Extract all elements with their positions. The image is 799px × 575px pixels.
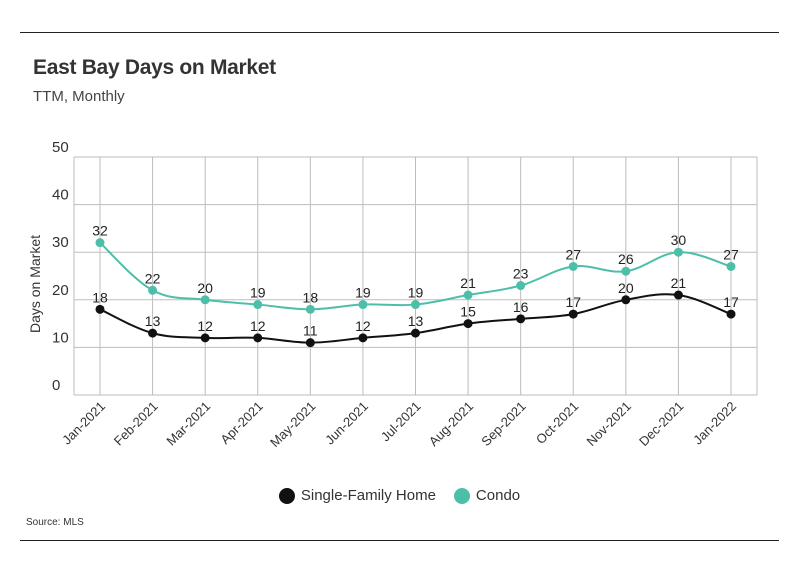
x-tick-label: Jan-2022	[690, 399, 739, 448]
x-tick-label: May-2021	[267, 399, 318, 450]
data-point-single-family[interactable]	[95, 304, 105, 314]
data-point-condo[interactable]	[253, 300, 263, 310]
series-group: 18 13 12 12 11 12 13 15 16 17 20 21 17 32 22 20 19 18 19 19…	[92, 223, 739, 348]
chart-subtitle: TTM, Monthly	[33, 88, 125, 105]
data-label-single-family: 17	[565, 294, 581, 310]
y-tick-label: 40	[52, 187, 69, 204]
data-point-condo[interactable]	[95, 238, 105, 248]
data-point-single-family[interactable]	[621, 295, 631, 305]
data-point-condo[interactable]	[200, 295, 210, 305]
data-label-single-family: 18	[92, 289, 108, 305]
data-label-condo: 19	[250, 285, 266, 301]
legend-item-condo[interactable]: Condo	[453, 487, 521, 504]
data-label-single-family: 15	[460, 304, 476, 320]
data-label-single-family: 13	[408, 313, 424, 329]
data-label-single-family: 21	[671, 275, 687, 291]
data-label-single-family: 11	[303, 323, 318, 339]
y-tick-label: 20	[52, 282, 69, 299]
data-point-single-family[interactable]	[673, 290, 683, 300]
data-point-single-family[interactable]	[516, 314, 526, 324]
data-label-condo: 26	[618, 251, 634, 267]
x-tick-label: Mar-2021	[163, 399, 213, 449]
y-tick-label: 10	[52, 329, 69, 346]
legend-marker-single-family	[278, 487, 295, 504]
data-point-single-family[interactable]	[726, 309, 736, 319]
y-tick-label: 50	[52, 139, 69, 156]
legend-item-single-family[interactable]: Single-Family Home	[278, 487, 436, 504]
data-label-condo: 20	[197, 280, 213, 296]
data-label-single-family: 17	[723, 294, 739, 310]
data-point-single-family[interactable]	[568, 309, 578, 319]
data-label-condo: 23	[513, 266, 529, 282]
data-point-condo[interactable]	[411, 300, 420, 310]
data-point-condo[interactable]	[358, 300, 368, 310]
data-point-condo[interactable]	[305, 304, 315, 314]
data-label-condo: 22	[145, 270, 161, 286]
x-tick-label: Jun-2021	[322, 399, 371, 448]
data-point-condo[interactable]	[673, 247, 683, 257]
x-tick-label: Dec-2021	[636, 399, 686, 449]
x-tick-label: Jul-2021	[378, 399, 424, 445]
data-point-single-family[interactable]	[253, 333, 263, 343]
grid	[73, 156, 758, 396]
y-axis-ticks: 0 10 20 30 40 50	[52, 139, 69, 394]
bottom-rule	[20, 540, 779, 541]
legend-label-condo: Condo	[475, 487, 521, 504]
top-rule	[20, 32, 779, 33]
data-point-condo[interactable]	[621, 266, 631, 276]
data-label-condo: 30	[671, 232, 687, 248]
data-point-condo[interactable]	[516, 281, 526, 291]
x-tick-label: Aug-2021	[426, 399, 476, 449]
data-point-condo[interactable]	[463, 290, 473, 300]
data-point-condo[interactable]	[568, 261, 578, 271]
data-label-condo: 27	[565, 246, 581, 262]
legend-marker-condo	[453, 487, 470, 504]
x-tick-label: Sep-2021	[478, 399, 528, 449]
data-point-condo[interactable]	[726, 261, 736, 271]
data-label-single-family: 12	[355, 318, 371, 334]
y-tick-label: 0	[52, 377, 60, 394]
x-tick-label: Oct-2021	[533, 399, 581, 447]
data-label-condo: 27	[723, 246, 739, 262]
x-tick-label: Feb-2021	[111, 399, 161, 449]
x-axis-ticks: Jan-2021 Feb-2021 Mar-2021 Apr-2021 May-2021…	[59, 399, 739, 450]
data-point-single-family[interactable]	[148, 328, 158, 338]
data-point-single-family[interactable]	[200, 333, 210, 343]
y-axis-label: Days on Market	[27, 235, 43, 333]
chart-title: East Bay Days on Market	[33, 56, 276, 79]
x-tick-label: Jan-2021	[59, 399, 108, 448]
data-label-single-family: 20	[618, 280, 634, 296]
y-tick-label: 30	[52, 234, 69, 251]
source-note: Source: MLS	[26, 517, 84, 528]
data-point-condo[interactable]	[148, 285, 158, 295]
data-label-condo: 18	[303, 289, 319, 305]
data-label-condo: 19	[355, 285, 371, 301]
legend-label-single-family: Single-Family Home	[300, 487, 436, 504]
data-label-single-family: 13	[145, 313, 161, 329]
legend: Single-Family Home Condo	[0, 487, 799, 504]
x-tick-label: Apr-2021	[217, 399, 265, 447]
data-label-condo: 32	[92, 223, 108, 239]
data-label-condo: 21	[460, 275, 476, 291]
data-point-single-family[interactable]	[358, 333, 368, 343]
data-point-single-family[interactable]	[411, 328, 420, 338]
data-label-condo: 19	[408, 285, 424, 301]
data-point-single-family[interactable]	[305, 338, 315, 348]
data-label-single-family: 16	[513, 299, 529, 315]
data-point-single-family[interactable]	[463, 319, 473, 329]
x-tick-label: Nov-2021	[583, 399, 633, 449]
data-label-single-family: 12	[197, 318, 213, 334]
data-label-single-family: 12	[250, 318, 266, 334]
